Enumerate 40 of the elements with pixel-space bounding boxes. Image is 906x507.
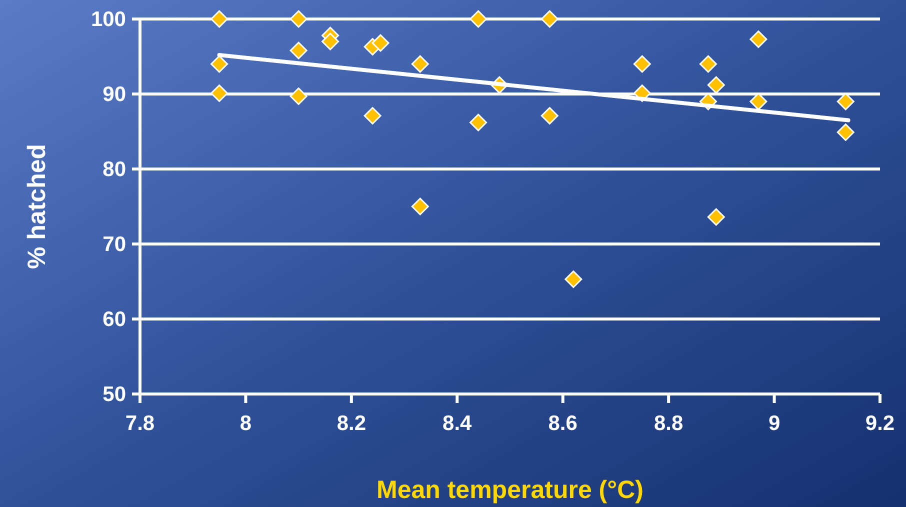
- point: [564, 270, 582, 288]
- point: [699, 55, 717, 73]
- point: [633, 55, 651, 73]
- point: [707, 208, 725, 226]
- point: [372, 34, 390, 52]
- y-tick-label: 60: [102, 308, 126, 331]
- y-axis-title: % hatched: [23, 144, 51, 270]
- x-tick-label: 7.8: [125, 412, 155, 435]
- point: [210, 55, 228, 73]
- point: [750, 92, 768, 110]
- x-tick-label: 8: [240, 412, 252, 435]
- x-tick-label: 8.4: [442, 412, 472, 435]
- point: [540, 10, 558, 28]
- x-tick-label: 8.2: [336, 412, 366, 435]
- point: [707, 76, 725, 94]
- point: [290, 42, 308, 60]
- y-tick-label: 90: [102, 83, 126, 106]
- point: [540, 107, 558, 124]
- point: [411, 55, 429, 73]
- point: [364, 107, 382, 124]
- y-tick-label: 80: [102, 158, 126, 181]
- x-tick-label: 8.8: [654, 412, 684, 435]
- point: [836, 92, 854, 110]
- point: [470, 10, 488, 28]
- y-tick-label: 100: [90, 8, 126, 31]
- point: [290, 10, 308, 28]
- point: [470, 114, 488, 132]
- point: [210, 10, 228, 28]
- point: [836, 124, 854, 141]
- point: [210, 84, 228, 102]
- x-tick-label: 9.2: [865, 412, 895, 435]
- y-tick-label: 70: [102, 233, 126, 256]
- y-tick-label: 50: [102, 383, 126, 406]
- point: [411, 198, 429, 216]
- x-tick-label: 9: [768, 412, 780, 435]
- x-axis-title: Mean temperature (°C): [376, 476, 644, 504]
- point: [290, 88, 308, 105]
- point: [322, 32, 340, 50]
- point: [750, 30, 768, 48]
- x-tick-label: 8.6: [548, 412, 578, 435]
